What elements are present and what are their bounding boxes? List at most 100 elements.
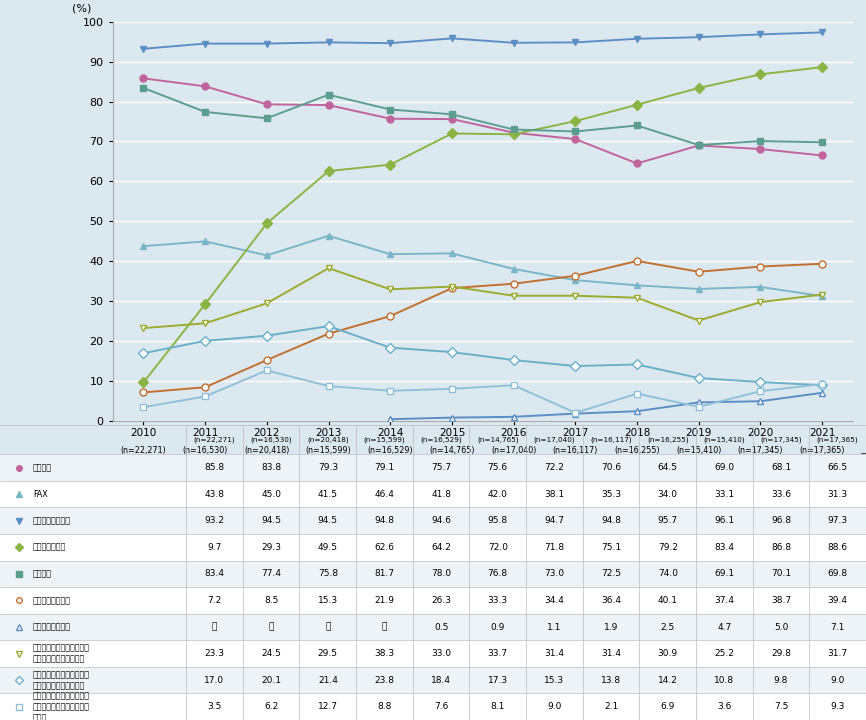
Text: 9.7: 9.7 (207, 543, 222, 552)
Text: 5.0: 5.0 (774, 623, 788, 631)
Text: 68.1: 68.1 (771, 463, 791, 472)
Bar (0, 454, 866, 481)
Bar (0, 481, 866, 508)
Text: 21.4: 21.4 (318, 675, 338, 685)
Text: 66.5: 66.5 (828, 463, 848, 472)
Text: －: － (325, 623, 331, 631)
Text: 7.6: 7.6 (434, 702, 449, 711)
Text: 29.5: 29.5 (318, 649, 338, 658)
Text: 35.3: 35.3 (601, 490, 621, 499)
Text: 6.2: 6.2 (264, 702, 278, 711)
Text: (%): (%) (72, 4, 91, 14)
Text: (n=16,529): (n=16,529) (367, 446, 413, 455)
Text: (n=22,271): (n=22,271) (194, 436, 236, 443)
Text: 3.6: 3.6 (717, 702, 732, 711)
Text: 34.0: 34.0 (657, 490, 678, 499)
Text: (n=15,599): (n=15,599) (306, 446, 352, 455)
Text: 33.3: 33.3 (488, 596, 507, 605)
Text: (n=16,529): (n=16,529) (420, 436, 462, 443)
Text: 38.7: 38.7 (771, 596, 791, 605)
Text: 94.8: 94.8 (601, 516, 621, 526)
Text: 31.4: 31.4 (601, 649, 621, 658)
Text: 33.7: 33.7 (488, 649, 507, 658)
Text: 85.8: 85.8 (204, 463, 224, 472)
Text: 7.2: 7.2 (207, 596, 222, 605)
Text: 18.4: 18.4 (431, 675, 451, 685)
Text: 9.8: 9.8 (774, 675, 788, 685)
Text: 29.8: 29.8 (771, 649, 791, 658)
Text: 38.1: 38.1 (545, 490, 565, 499)
Text: 39.4: 39.4 (828, 596, 848, 605)
Text: 31.4: 31.4 (545, 649, 565, 658)
Text: 71.8: 71.8 (545, 543, 565, 552)
Text: 13.8: 13.8 (601, 675, 621, 685)
Text: 72.2: 72.2 (545, 463, 565, 472)
Text: FAX: FAX (33, 490, 48, 499)
Text: 9.3: 9.3 (830, 702, 845, 711)
Text: 76.8: 76.8 (488, 570, 507, 578)
Text: (n=17,345): (n=17,345) (760, 436, 802, 443)
Bar (0, 561, 866, 588)
Text: (n=15,410): (n=15,410) (703, 436, 745, 443)
Text: 96.8: 96.8 (771, 516, 791, 526)
Text: 75.1: 75.1 (601, 543, 621, 552)
Text: 1.9: 1.9 (604, 623, 618, 631)
Text: 6.9: 6.9 (661, 702, 675, 711)
Text: 41.5: 41.5 (318, 490, 338, 499)
Text: 37.4: 37.4 (714, 596, 734, 605)
Text: 12.7: 12.7 (318, 702, 338, 711)
Text: 36.4: 36.4 (601, 596, 621, 605)
Text: 33.1: 33.1 (714, 490, 734, 499)
Text: 31.3: 31.3 (828, 490, 848, 499)
Text: (n=17,040): (n=17,040) (533, 436, 575, 443)
Bar (0, 508, 866, 534)
Text: 88.6: 88.6 (828, 543, 848, 552)
Text: (n=20,418): (n=20,418) (244, 446, 289, 455)
Text: 46.4: 46.4 (374, 490, 394, 499)
Text: 96.1: 96.1 (714, 516, 734, 526)
Text: 83.8: 83.8 (262, 463, 281, 472)
Text: (n=16,117): (n=16,117) (591, 436, 632, 443)
Text: －: － (212, 623, 217, 631)
Text: 26.3: 26.3 (431, 596, 451, 605)
Text: インターネットに接続でき
る家庭用テレビゲーム機: インターネットに接続でき る家庭用テレビゲーム機 (33, 644, 90, 664)
Text: (n=15,410): (n=15,410) (676, 446, 721, 455)
Text: 33.0: 33.0 (431, 649, 451, 658)
Text: 81.7: 81.7 (374, 570, 395, 578)
Text: 94.7: 94.7 (545, 516, 565, 526)
Text: －: － (382, 623, 387, 631)
Text: 73.0: 73.0 (545, 570, 565, 578)
Text: 24.5: 24.5 (262, 649, 281, 658)
Text: 3.5: 3.5 (207, 702, 222, 711)
Text: (n=17,345): (n=17,345) (738, 446, 783, 455)
Bar (0, 613, 866, 640)
Text: 69.8: 69.8 (828, 570, 848, 578)
Text: 95.8: 95.8 (488, 516, 507, 526)
Text: 45.0: 45.0 (262, 490, 281, 499)
Text: 74.0: 74.0 (657, 570, 678, 578)
Text: 83.4: 83.4 (714, 543, 734, 552)
Text: 75.6: 75.6 (488, 463, 507, 472)
Text: 72.0: 72.0 (488, 543, 507, 552)
Text: その他インターネットに接
続できる家電（スマート家
電）等: その他インターネットに接 続できる家電（スマート家 電）等 (33, 691, 90, 720)
Text: 78.0: 78.0 (431, 570, 451, 578)
Text: 79.3: 79.3 (318, 463, 338, 472)
Text: 固定電話: 固定電話 (33, 463, 52, 472)
Text: 8.5: 8.5 (264, 596, 278, 605)
Text: 43.8: 43.8 (204, 490, 224, 499)
Text: 30.9: 30.9 (657, 649, 678, 658)
Text: 41.8: 41.8 (431, 490, 451, 499)
Text: 69.0: 69.0 (714, 463, 734, 472)
Text: 17.0: 17.0 (204, 675, 224, 685)
Text: 34.4: 34.4 (545, 596, 565, 605)
Text: (n=16,255): (n=16,255) (647, 436, 688, 443)
Text: ウェアラブル端末: ウェアラブル端末 (33, 623, 71, 631)
Text: 83.4: 83.4 (204, 570, 224, 578)
Text: 64.5: 64.5 (657, 463, 678, 472)
Text: スマートフォン: スマートフォン (33, 543, 66, 552)
Text: 2.5: 2.5 (661, 623, 675, 631)
Text: インターネットに接続でき
る携帯型音楽プレイヤー: インターネットに接続でき る携帯型音楽プレイヤー (33, 670, 90, 690)
Text: (n=15,599): (n=15,599) (364, 436, 405, 443)
Bar (0, 640, 866, 667)
Text: (n=22,271): (n=22,271) (120, 446, 166, 455)
